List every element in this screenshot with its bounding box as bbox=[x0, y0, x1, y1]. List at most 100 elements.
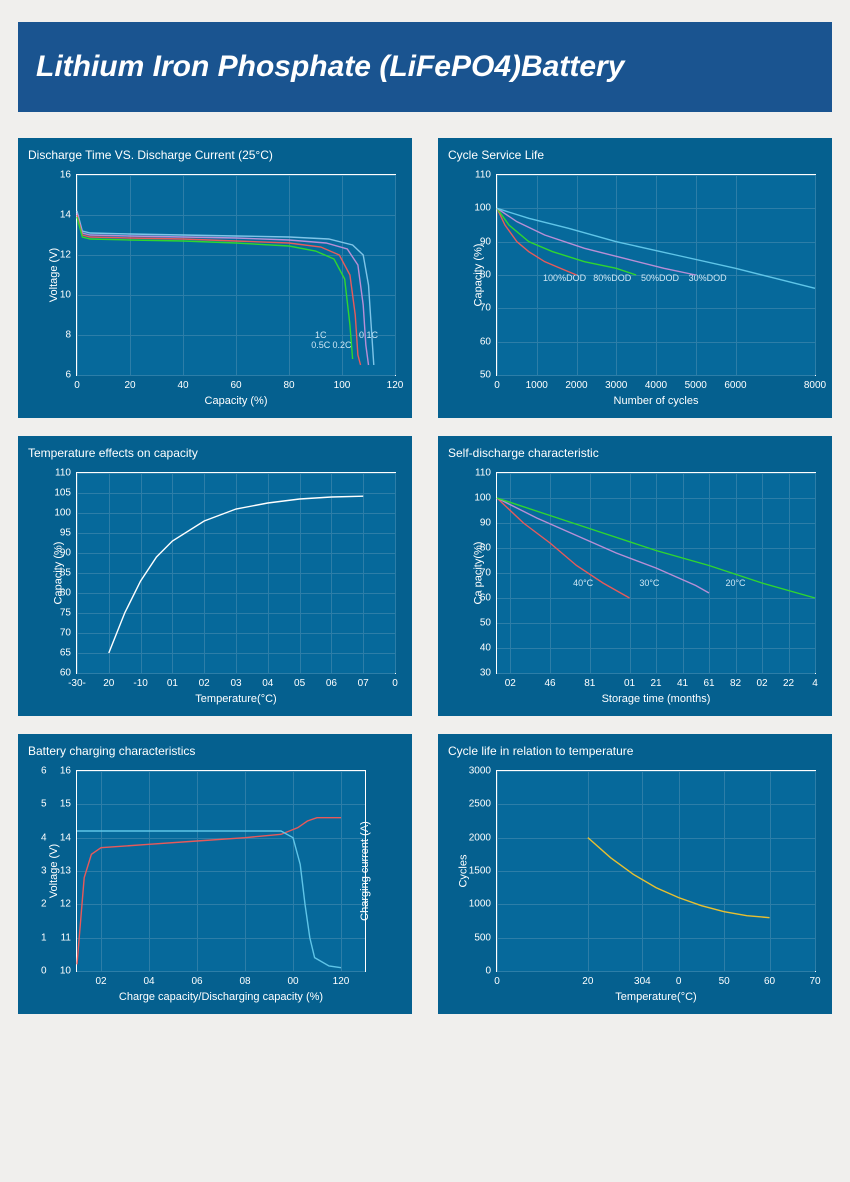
xlabel: Temperature(°C) bbox=[615, 991, 696, 1003]
xlabel: Charge capacity/Discharging capacity (%) bbox=[119, 991, 323, 1003]
ytick: 3000 bbox=[461, 766, 491, 777]
xtick: 50 bbox=[704, 976, 744, 987]
xtick: 120 bbox=[321, 976, 361, 987]
chart-panel-temp_cap: Temperature effects on capacity 606570758… bbox=[18, 436, 412, 716]
ytick: 105 bbox=[41, 488, 71, 499]
xtick: 304 bbox=[622, 976, 662, 987]
series-line bbox=[109, 496, 363, 653]
chart-area: 3040506070809010011002468101214161820222… bbox=[496, 472, 816, 674]
ytick: 60 bbox=[461, 336, 491, 347]
chart-area: 0500100015002000250030000203040506070Cyc… bbox=[496, 770, 816, 972]
xtick: 20 bbox=[568, 976, 608, 987]
ytick: 75 bbox=[41, 608, 71, 619]
xtick: 08 bbox=[225, 976, 265, 987]
chart-panel-cycle: Cycle Service Life 5060708090100110010002… bbox=[438, 138, 832, 418]
chart-title: Discharge Time VS. Discharge Current (25… bbox=[28, 148, 402, 162]
ytick: 16 bbox=[41, 170, 71, 181]
ytick2: 2 bbox=[41, 899, 61, 910]
chart-area: 5060708090100110010002000300040005000600… bbox=[496, 174, 816, 376]
series-current bbox=[77, 831, 341, 968]
xlabel: Temperature(°C) bbox=[195, 693, 276, 705]
ytick: 95 bbox=[41, 528, 71, 539]
ytick2: 6 bbox=[41, 766, 61, 777]
chart-panel-selfdis: Self-discharge characteristic 30405060708… bbox=[438, 436, 832, 716]
xtick: 06 bbox=[177, 976, 217, 987]
xtick: 1000 bbox=[517, 380, 557, 391]
xtick: 0 bbox=[477, 380, 517, 391]
xtick: 8000 bbox=[795, 380, 835, 391]
ytick: 110 bbox=[461, 170, 491, 181]
xtick: 60 bbox=[216, 380, 256, 391]
xtick: 46 bbox=[530, 678, 570, 689]
ytick2: 4 bbox=[41, 832, 61, 843]
ytick: 500 bbox=[461, 932, 491, 943]
xtick: 40 bbox=[163, 380, 203, 391]
ytick: 100 bbox=[461, 203, 491, 214]
xtick: 0 bbox=[57, 380, 97, 391]
chart-panel-cycletemp: Cycle life in relation to temperature050… bbox=[438, 734, 832, 1014]
ytick: 8 bbox=[41, 330, 71, 341]
xtick: 4000 bbox=[636, 380, 676, 391]
ytick2: 5 bbox=[41, 799, 61, 810]
xtick: 6000 bbox=[716, 380, 756, 391]
chart-panel-charging: Battery charging characteristics 10111213… bbox=[18, 734, 412, 1014]
ytick: 6 bbox=[41, 370, 71, 381]
xtick: 20 bbox=[110, 380, 150, 391]
xtick: 100 bbox=[322, 380, 362, 391]
xtick: 02 bbox=[490, 678, 530, 689]
chart-title: Temperature effects on capacity bbox=[28, 446, 402, 460]
ylabel: Ca pacity(%) bbox=[472, 542, 484, 605]
ylabel: Voltage (V) bbox=[48, 248, 60, 302]
xlabel: Capacity (%) bbox=[205, 395, 268, 407]
chart-title: Battery charging characteristics bbox=[28, 744, 402, 758]
ytick: 100 bbox=[461, 493, 491, 504]
ylabel: Capacity (%) bbox=[52, 542, 64, 605]
ytick: 1000 bbox=[461, 899, 491, 910]
chart-title: Cycle Service Life bbox=[448, 148, 822, 162]
ytick2: 0 bbox=[41, 966, 61, 977]
ytick: 100 bbox=[41, 508, 71, 519]
xtick: 00 bbox=[273, 976, 313, 987]
chart-area: 1011121314151601234560204060800120Voltag… bbox=[76, 770, 366, 972]
xtick: 5000 bbox=[676, 380, 716, 391]
xtick: 81 bbox=[570, 678, 610, 689]
charts-grid: Discharge Time VS. Discharge Current (25… bbox=[0, 130, 850, 1032]
xtick: 0 bbox=[477, 976, 517, 987]
xtick: 120 bbox=[375, 380, 415, 391]
ylabel: Voltage (V) bbox=[48, 844, 60, 898]
page-header: Lithium Iron Phosphate (LiFePO4)Battery bbox=[18, 22, 832, 112]
ytick: 14 bbox=[41, 210, 71, 221]
ytick: 30 bbox=[461, 668, 491, 679]
ytick: 90 bbox=[461, 518, 491, 529]
chart-area: 6065707580859095100105110-30-20-10010203… bbox=[76, 472, 396, 674]
ytick2: 1 bbox=[41, 932, 61, 943]
xtick: 04 bbox=[129, 976, 169, 987]
ytick: 50 bbox=[461, 618, 491, 629]
ytick: 50 bbox=[461, 370, 491, 381]
ytick: 2000 bbox=[461, 832, 491, 843]
ylabel: Capacity (%) bbox=[472, 244, 484, 307]
xtick: 80 bbox=[269, 380, 309, 391]
series-voltage bbox=[77, 818, 341, 965]
ytick: 70 bbox=[41, 628, 71, 639]
ytick: 40 bbox=[461, 643, 491, 654]
xtick: 2000 bbox=[557, 380, 597, 391]
chart-area: 6810121416020406080100120Voltage (V)Capa… bbox=[76, 174, 396, 376]
chart-title: Cycle life in relation to temperature bbox=[448, 744, 822, 758]
ytick: 0 bbox=[461, 966, 491, 977]
ytick: 110 bbox=[41, 468, 71, 479]
series-30°C bbox=[497, 498, 709, 593]
header-title: Lithium Iron Phosphate (LiFePO4)Battery bbox=[36, 50, 624, 83]
xtick: 0 bbox=[375, 678, 415, 689]
xtick: 70 bbox=[795, 976, 835, 987]
xtick: 4 bbox=[795, 678, 835, 689]
series-line bbox=[588, 838, 770, 918]
ytick: 65 bbox=[41, 648, 71, 659]
ytick: 110 bbox=[461, 468, 491, 479]
ylabel: Cycles bbox=[458, 854, 470, 887]
ytick: 2500 bbox=[461, 799, 491, 810]
xtick: 60 bbox=[750, 976, 790, 987]
chart-title: Self-discharge characteristic bbox=[448, 446, 822, 460]
xtick: 0 bbox=[659, 976, 699, 987]
xtick: 3000 bbox=[596, 380, 636, 391]
